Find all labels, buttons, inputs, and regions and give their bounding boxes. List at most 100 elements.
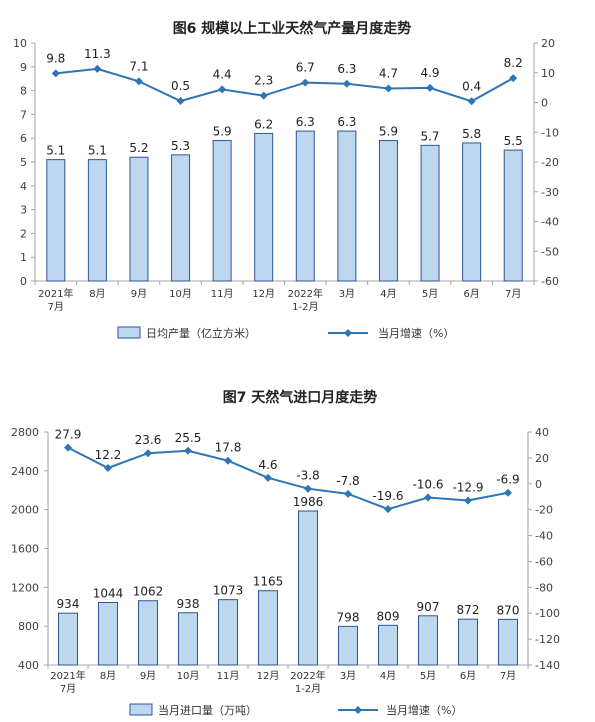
chart1-category-label: 7月	[505, 288, 521, 300]
chart2-growth-point	[104, 463, 112, 472]
chart2-bar-value-label: 1986	[293, 495, 324, 509]
chart1-growth-point	[509, 74, 518, 83]
chart1-bar-value-label: 6.3	[296, 115, 315, 129]
chart1-left-tick-label: 3	[20, 204, 27, 217]
chart1-right-tick-label: -40	[541, 216, 559, 229]
chart2-category-label-line: 10月	[177, 670, 200, 682]
chart1-bar-value-label: 5.1	[88, 144, 107, 158]
chart2-category-label: 9月	[140, 670, 156, 682]
chart1-growth-value-label: 6.3	[337, 62, 356, 76]
chart2-category-label-line: 3月	[340, 670, 356, 682]
chart2-left-tick-label: 800	[18, 620, 39, 633]
chart2-growth-value-label: -6.9	[496, 473, 519, 487]
chart2-category-label: 8月	[100, 670, 116, 682]
chart2-legend: 当月进口量（万吨） 当月增速（%）	[129, 703, 462, 717]
chart1-bar	[420, 144, 440, 282]
chart2-growth-point	[224, 456, 232, 465]
chart2-category-label-line: 7月	[500, 670, 516, 682]
chart2-category-label: 5月	[420, 670, 436, 682]
chart2-title: 图7 天然气进口月度走势	[223, 389, 378, 406]
chart2-category-label: 6月	[460, 670, 476, 682]
chart1-bar-value-label: 5.2	[129, 141, 148, 155]
chart2-bar-value-label: 798	[337, 610, 360, 624]
chart2-category-label-line: 2022年	[290, 669, 325, 682]
chart2-legend-bar-label: 当月进口量（万吨）	[158, 703, 257, 717]
chart2-bar	[458, 618, 478, 666]
chart2-growth-value-label: -3.8	[296, 469, 319, 483]
chart1-category-label: 4月	[380, 288, 396, 300]
chart2-bar-value-label: 1062	[133, 585, 164, 599]
chart2-bar-value-label: 907	[417, 600, 440, 614]
chart1-category-label: 10月	[169, 288, 192, 300]
chart2-bar-value-label: 934	[57, 597, 80, 611]
chart2-legend-bar-swatch	[129, 703, 153, 716]
chart1-bar	[87, 159, 107, 282]
chart2-growth-value-label: -10.6	[412, 477, 443, 491]
chart1-bar-value-label: 5.7	[420, 129, 439, 143]
chart2-bar	[98, 601, 118, 666]
chart1-growth-value-label: 6.7	[296, 61, 315, 75]
chart2-growth-value-label: -7.8	[336, 474, 359, 488]
chart1-category-label-line: 12月	[252, 288, 275, 300]
chart2-bar-value-label: 938	[177, 597, 200, 611]
chart2-left-tick-label: 1200	[11, 581, 39, 594]
chart1-category-label: 2021年 7月	[38, 287, 73, 313]
chart2-right-tick-label: -40	[535, 530, 553, 543]
chart2-category-label-line: 6月	[460, 670, 476, 682]
chart2-category-label-line: 8月	[100, 670, 116, 682]
chart1-left-tick-label: 9	[20, 61, 27, 74]
chart1-bar-value-label: 6.2	[254, 117, 273, 131]
chart1-bar-value-label: 5.1	[46, 144, 65, 158]
chart1-bar	[503, 149, 523, 282]
chart2-growth-value-label: -19.6	[372, 489, 403, 503]
chart2-growth-value-label: 4.6	[258, 458, 277, 472]
chart1-bar-value-label: 5.5	[504, 134, 523, 148]
chart1-category-label-line: 7月	[48, 301, 64, 313]
chart1-bar	[295, 130, 315, 282]
chart1-growth-point	[259, 91, 268, 100]
chart1-category-label-line: 6月	[463, 288, 479, 300]
chart1-growth-value-label: 2.3	[254, 74, 273, 88]
chart2-bar	[498, 618, 518, 666]
chart2-bar-value-label: 870	[497, 603, 520, 617]
chart2-bar	[338, 625, 358, 666]
chart1-left-tick-label: 6	[20, 132, 27, 145]
chart2-bar	[218, 599, 238, 666]
chart1-right-tick-label: 10	[541, 67, 555, 80]
chart1-right-tick-label: -50	[541, 245, 559, 258]
chart1-growth-point	[426, 83, 435, 92]
chart2-bar-value-label: 809	[377, 609, 400, 623]
chart2-bar	[378, 624, 398, 666]
chart1-left-tick-label: 7	[20, 108, 27, 121]
chart2-category-label: 2021年 7月	[50, 669, 85, 695]
chart2-growth-point	[304, 484, 312, 493]
chart2-category-label-line: 1-2月	[295, 683, 321, 695]
chart1-title: 图6 规模以上工业天然气产量月度走势	[173, 20, 412, 37]
chart1-bar	[171, 154, 191, 282]
chart2-bar	[258, 590, 278, 666]
chart1-growth-value-label: 4.7	[379, 67, 398, 81]
chart1-left-tick-label: 0	[20, 275, 27, 288]
chart1-growth-point	[384, 84, 393, 93]
chart1-bar-value-label: 5.9	[379, 125, 398, 139]
chart2-growth-point	[64, 443, 72, 452]
chart2-bar	[178, 612, 198, 666]
chart1-category-label-line: 3月	[339, 288, 355, 300]
chart1-left-tick-label: 10	[13, 37, 27, 50]
chart2-growth-point	[144, 449, 152, 458]
chart1-growth-point	[51, 69, 60, 78]
chart2-left-tick-label: 1600	[11, 543, 39, 556]
chart2-right-tick-label: -100	[535, 607, 560, 620]
chart1-growth-point	[342, 79, 351, 88]
chart2-left-tick-label: 2400	[11, 465, 39, 478]
chart2-left-tick-label: 2800	[11, 426, 39, 439]
chart1-growth-point	[301, 78, 310, 87]
chart2-bar	[138, 600, 158, 666]
chart1-right-tick-label: -60	[541, 275, 559, 288]
chart2-growth-line	[67, 446, 509, 511]
chart2-growth-value-label: 25.5	[175, 431, 202, 445]
chart2-right-tick-label: -20	[535, 504, 553, 517]
chart1-category-label: 8月	[89, 288, 105, 300]
chart1-bar	[46, 159, 66, 282]
chart1-category-label: 11月	[211, 288, 234, 300]
